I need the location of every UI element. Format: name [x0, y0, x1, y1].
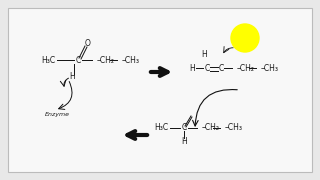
- Text: –CH₂: –CH₂: [237, 64, 255, 73]
- Text: H: H: [189, 64, 195, 73]
- FancyBboxPatch shape: [8, 8, 312, 172]
- Text: –CH₂: –CH₂: [202, 123, 220, 132]
- Text: Enzyme: Enzyme: [45, 111, 70, 116]
- Text: O: O: [85, 39, 91, 48]
- Text: H: H: [69, 71, 75, 80]
- Text: –CH₃: –CH₃: [261, 64, 279, 73]
- Text: C: C: [181, 123, 187, 132]
- Text: H: H: [201, 50, 207, 59]
- Text: H₃C: H₃C: [154, 123, 168, 132]
- Circle shape: [231, 24, 259, 52]
- Text: ≠: ≠: [242, 37, 249, 46]
- Text: –CH₂: –CH₂: [97, 55, 115, 64]
- Text: C: C: [76, 55, 81, 64]
- Text: H₃C: H₃C: [41, 55, 55, 64]
- Text: –CH₃: –CH₃: [122, 55, 140, 64]
- Text: C: C: [204, 64, 210, 73]
- Text: C: C: [218, 64, 224, 73]
- Text: –CH₃: –CH₃: [225, 123, 243, 132]
- Text: H: H: [181, 136, 187, 145]
